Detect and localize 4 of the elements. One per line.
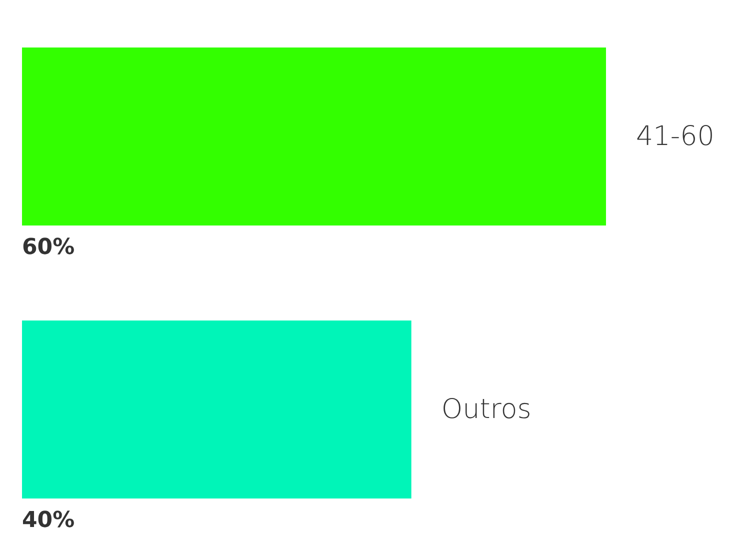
y-tick-label: 41-60 [636, 121, 714, 152]
y-tick-label: Outros [441, 394, 532, 425]
data-label: 60% [22, 235, 75, 260]
data-label: 40% [22, 508, 75, 533]
